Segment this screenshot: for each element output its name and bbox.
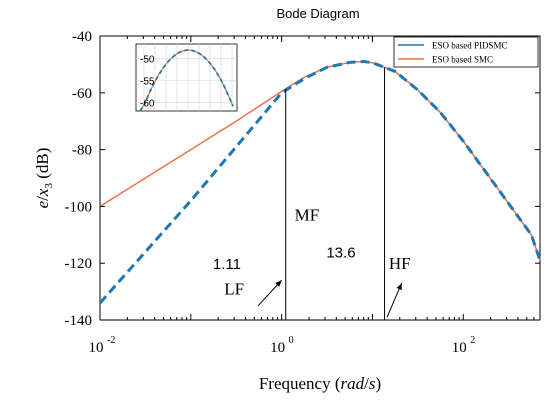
- legend-label-pidsmc: ESO based PIDSMC: [432, 41, 508, 51]
- x-axis-label: Frequency (rad/s): [259, 374, 381, 393]
- x-tick-label: 10: [452, 340, 467, 356]
- series-layer: [98, 60, 542, 304]
- annotation-LF: LF: [224, 279, 244, 298]
- y-tick-label: -140: [65, 313, 93, 329]
- y-tick-label: -60: [72, 86, 92, 102]
- y-tick-label: -120: [65, 256, 93, 272]
- inset-series: [139, 49, 234, 112]
- y-axis-label: e/x3 (dB): [33, 148, 55, 209]
- y-axis-ticks: -140 -120 -100 -80 -60 -40: [65, 29, 540, 329]
- chart-title: Bode Diagram: [276, 6, 359, 21]
- inset-grid: [136, 44, 237, 111]
- x-tick-exponent: 2: [470, 335, 475, 346]
- y-tick-label: -80: [72, 143, 92, 159]
- annotations: 1.11 13.6 MF HF LF: [213, 206, 411, 318]
- annotation-1-11: 1.11: [213, 256, 241, 273]
- legend: ESO based PIDSMC ESO based SMC: [393, 36, 539, 68]
- annotation-13-6: 13.6: [326, 245, 355, 262]
- annotation-HF: HF: [389, 254, 411, 273]
- arrow-head-1: [396, 283, 402, 291]
- y-tick-label: -100: [65, 199, 93, 215]
- annotation-lines: [285, 67, 386, 320]
- zoom-inset: -50 -55 -60: [135, 43, 238, 112]
- x-tick-label: 10: [270, 340, 285, 356]
- y-tick-label: -40: [72, 29, 92, 45]
- x-tick-label: 10: [89, 340, 104, 356]
- x-tick-exponent: 0: [289, 335, 294, 346]
- inset-y-label: -50: [140, 55, 155, 66]
- series-line-pidsmc: [98, 60, 542, 304]
- inset-y-label: -55: [140, 77, 155, 88]
- annotation-MF: MF: [295, 206, 320, 225]
- inset-y-ticks: -50 -55 -60: [140, 55, 155, 110]
- legend-box: [393, 36, 539, 68]
- inset-y-label: -60: [140, 98, 155, 109]
- inset-line-pidsmc: [139, 49, 234, 112]
- x-tick-exponent: -2: [107, 335, 115, 346]
- arrow-head-0: [275, 280, 282, 287]
- svg-text:e/x3 (dB): e/x3 (dB): [33, 148, 55, 209]
- legend-label-smc: ESO based SMC: [432, 55, 493, 65]
